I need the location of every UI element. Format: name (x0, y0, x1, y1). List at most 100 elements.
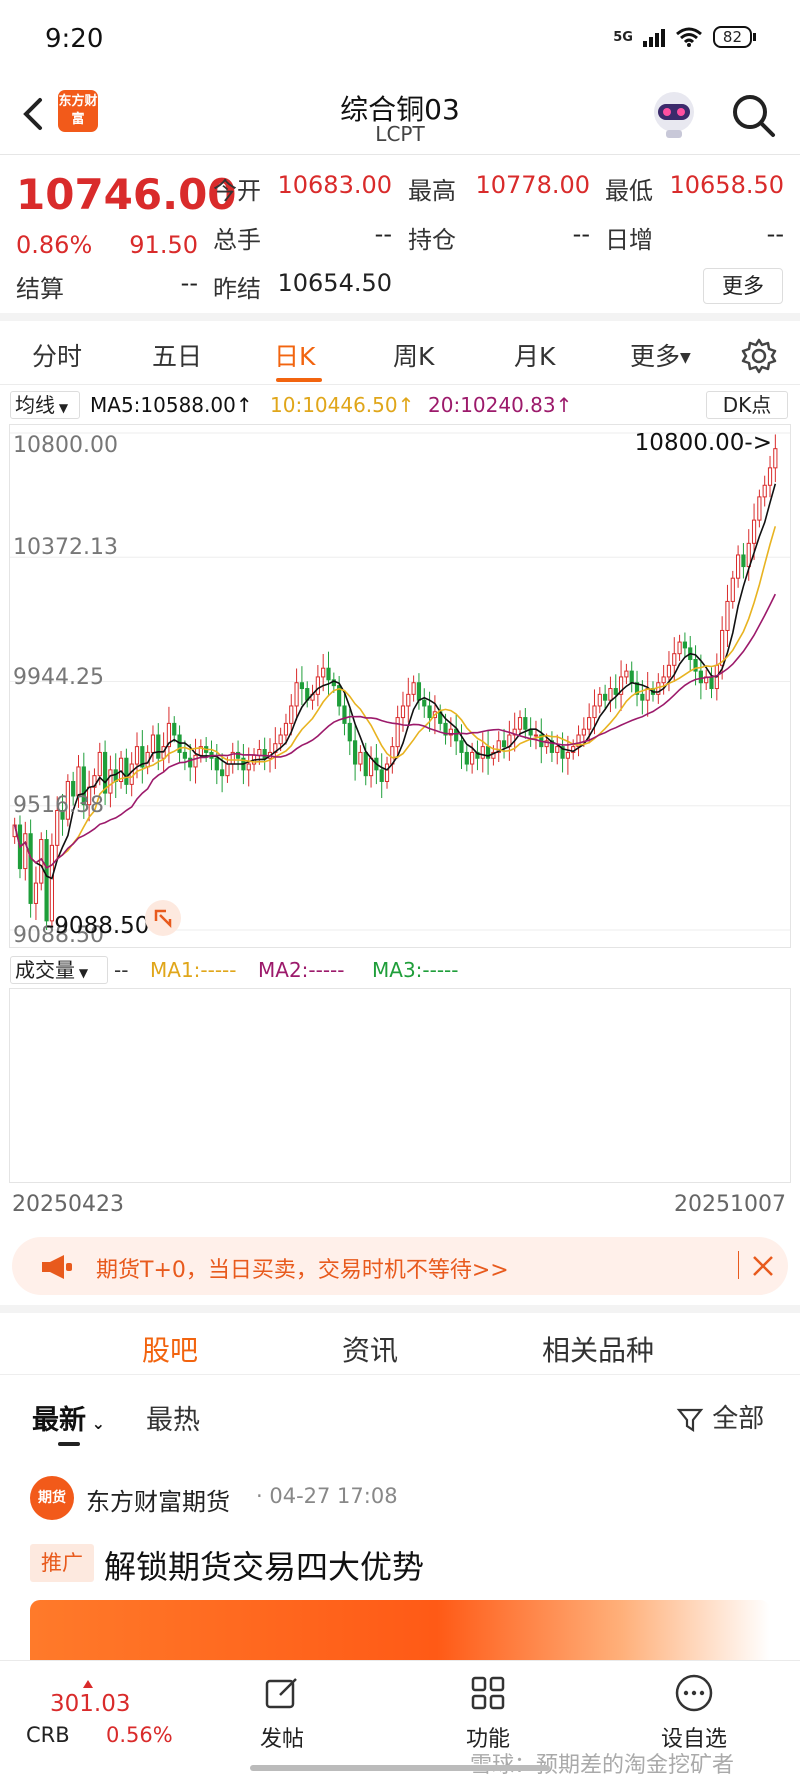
promo-banner[interactable]: 期货T+0，当日买卖，交易时机不等待>> (12, 1237, 788, 1295)
candle-body (246, 763, 251, 771)
home-indicator (250, 1765, 550, 1771)
search-icon[interactable] (728, 90, 778, 140)
quote-panel: 10746.00 0.86% 91.50 今开 10683.00 最高 1077… (0, 156, 800, 321)
daily-increase-label: 日增 (605, 226, 653, 254)
candle-body (613, 688, 618, 695)
candle-body (592, 705, 597, 719)
tab-related[interactable]: 相关品种 (542, 1334, 655, 1367)
filter-latest[interactable]: 最新 ⌄ (32, 1398, 105, 1437)
candle-body (92, 775, 97, 788)
status-icons: 5G 82 (613, 26, 757, 48)
period-tabs: 分时 五日 日K 周K 月K 更多▼ (0, 329, 800, 385)
vol-ma3: MA3:----- (372, 958, 459, 982)
filter-all[interactable]: 全部 (676, 1398, 764, 1435)
page-subtitle: LCPT (375, 122, 425, 146)
ma-selector[interactable]: 均线 ▼ (10, 391, 80, 419)
avatar[interactable]: 期货 (30, 1476, 74, 1520)
candle-body (767, 467, 773, 486)
candle-body (416, 682, 422, 701)
back-arrow-icon[interactable] (18, 94, 48, 134)
low-label: 最低 (605, 177, 653, 205)
candle-body (618, 676, 624, 695)
candle-body (347, 722, 352, 742)
candle-body (379, 769, 384, 782)
tab-monthly-k[interactable]: 月K (514, 342, 556, 371)
volume-value: -- (114, 958, 129, 982)
functions-button-label: 功能 (465, 1727, 510, 1752)
tab-daily-k[interactable]: 日K (274, 342, 316, 371)
change-percent: 0.86% (16, 231, 93, 259)
network-label: 5G (613, 29, 633, 45)
tab-more[interactable]: 更多▼ (630, 337, 691, 373)
candle-body (470, 751, 475, 765)
robot-assistant-icon[interactable] (646, 86, 702, 142)
post-banner-image[interactable] (30, 1600, 770, 1660)
candle-body (188, 757, 193, 768)
candle-body (368, 757, 374, 777)
close-icon[interactable] (750, 1253, 776, 1279)
candle-body (661, 676, 666, 684)
candle-body (682, 641, 688, 649)
candle-body (172, 722, 177, 736)
filter-hot[interactable]: 最热 (146, 1405, 200, 1436)
edit-icon (265, 1678, 297, 1709)
candle-body (289, 705, 294, 724)
high-value: 10778.00 (475, 171, 590, 199)
crb-percent: 0.56% (106, 1723, 173, 1747)
candle-body (480, 746, 485, 759)
tab-intraday[interactable]: 分时 (32, 342, 83, 371)
y-tick-label: 10372.13 (13, 535, 118, 560)
add-watchlist-button[interactable]: 设自选 (644, 1673, 744, 1753)
candle-body (411, 682, 416, 695)
candle-body (709, 676, 714, 690)
daily-increase-value: -- (766, 220, 784, 248)
tab-five-day[interactable]: 五日 (152, 342, 203, 371)
caret-up-icon (83, 1680, 93, 1688)
candle-body (672, 653, 677, 666)
candle-body (693, 659, 698, 672)
candle-body (448, 728, 453, 736)
post-header[interactable]: 期货 东方财富期货 · 04-27 17:08 (0, 1470, 800, 1530)
post-time: · 04-27 17:08 (256, 1484, 398, 1508)
candle-body (640, 693, 645, 701)
candle-body (698, 670, 703, 684)
dk-point-button[interactable]: DK点 (706, 391, 788, 419)
app-logo[interactable]: 东方财富 (58, 90, 98, 132)
reset-zoom-icon[interactable] (144, 899, 182, 937)
candle-body (576, 734, 581, 748)
quote-more-button[interactable]: 更多 (703, 268, 783, 304)
candle-body (71, 780, 76, 797)
post-title[interactable]: 解锁期货交易四大优势 (104, 1548, 425, 1586)
open-interest-value: -- (572, 220, 590, 248)
candle-body (294, 682, 299, 707)
post-author[interactable]: 东方财富期货 (86, 1488, 230, 1516)
post-button[interactable]: 发帖 (232, 1673, 332, 1753)
volume-value: -- (374, 220, 392, 248)
tab-forum[interactable]: 股吧 (142, 1334, 199, 1367)
candle-body (150, 734, 156, 753)
candlestick-chart[interactable]: 10800.00 10372.13 9944.25 9516.38 9088.5… (9, 424, 791, 948)
candle-body (283, 722, 289, 736)
filter-icon (676, 1408, 704, 1432)
ma20-line (13, 593, 777, 869)
candle-body (395, 717, 400, 748)
candle-body (262, 749, 267, 759)
candle-body (166, 722, 172, 748)
candle-body (342, 705, 347, 724)
functions-button[interactable]: 功能 (438, 1673, 538, 1753)
prev-settle-value: 10654.50 (277, 269, 392, 297)
candle-body (741, 554, 746, 568)
candle-body (321, 667, 326, 678)
gear-icon[interactable] (740, 337, 778, 375)
candle-body (725, 600, 730, 631)
volume-chart[interactable] (9, 988, 791, 1183)
open-interest-label: 持仓 (408, 226, 456, 254)
indicator-selector[interactable]: 成交量 ▼ (10, 956, 108, 984)
candle-body (156, 734, 161, 759)
candle-body (33, 882, 39, 904)
min-price-marker: -9088.50 (46, 913, 150, 939)
candle-body (124, 757, 129, 785)
tab-weekly-k[interactable]: 周K (393, 342, 435, 371)
candle-body (337, 685, 342, 707)
tab-news[interactable]: 资讯 (342, 1334, 399, 1367)
